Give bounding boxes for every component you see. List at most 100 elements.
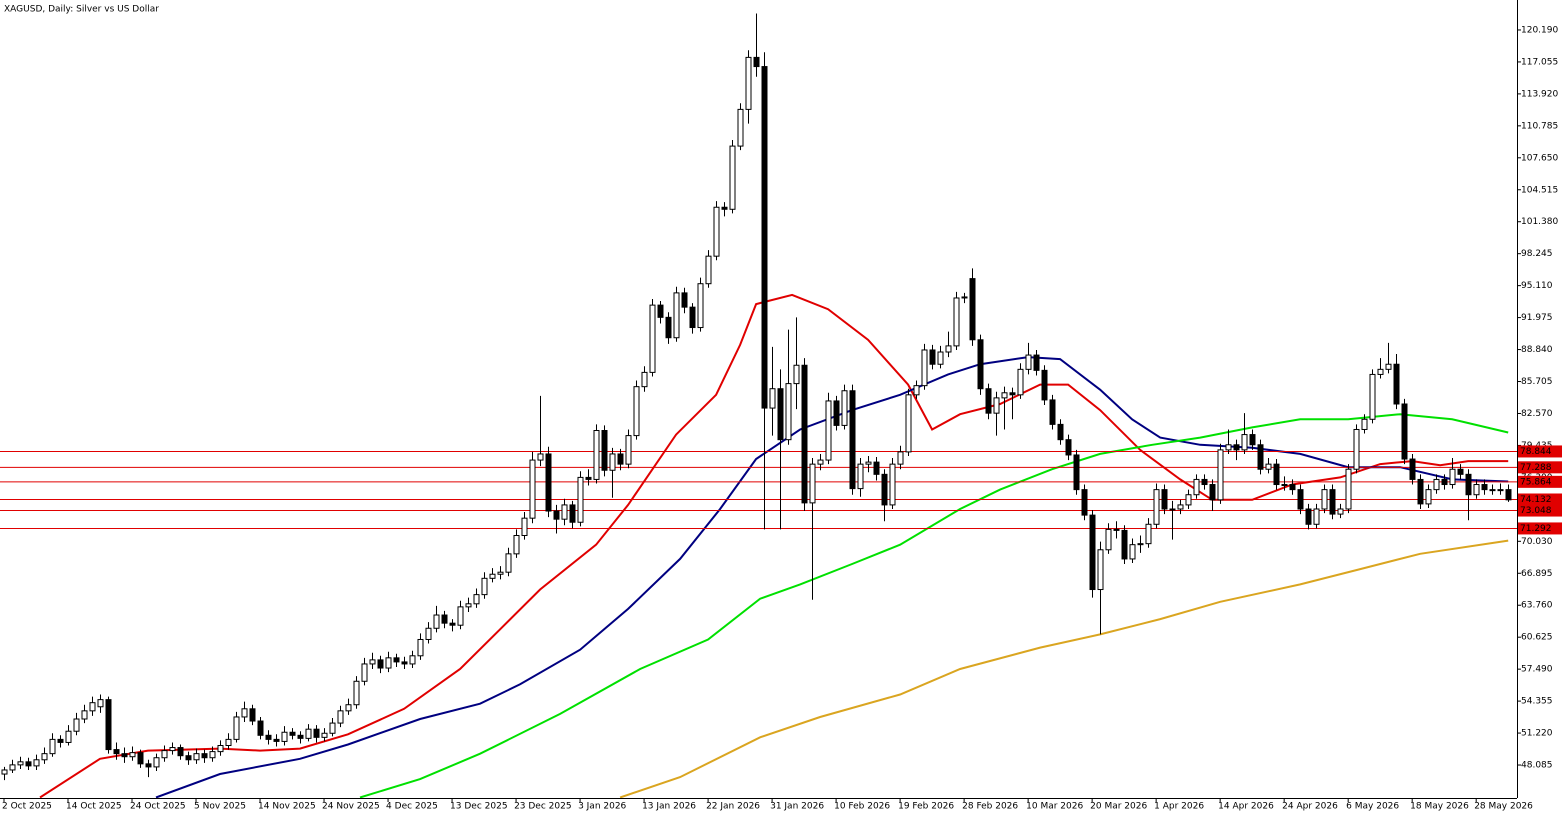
candle-body: [257, 720, 264, 736]
candle-body: [1081, 489, 1088, 516]
x-tick-label: 24 Apr 2026: [1282, 802, 1338, 812]
candle-body: [1065, 439, 1072, 456]
candle-body: [1449, 468, 1456, 486]
y-tick-label: 51.220: [1521, 729, 1553, 739]
candle-body: [1073, 454, 1080, 491]
candle-body: [273, 738, 280, 742]
candle-body: [433, 614, 440, 629]
y-tick-label: 66.895: [1521, 569, 1553, 579]
x-tick-label: 22 Jan 2026: [706, 802, 760, 812]
candle-body: [1041, 369, 1048, 401]
y-tick-label: 107.650: [1521, 153, 1558, 163]
candle-body: [1473, 484, 1480, 496]
candle-body: [745, 56, 752, 110]
candle-body: [961, 296, 968, 299]
candle-body: [305, 728, 312, 739]
x-tick-label: 14 Oct 2025: [66, 802, 122, 812]
candle-body: [1153, 489, 1160, 525]
candle-body: [361, 663, 368, 682]
candle-body: [1017, 368, 1024, 396]
moving-average-line: [155, 356, 1509, 798]
candle-body: [9, 764, 16, 771]
candle-body: [665, 316, 672, 339]
candle-body: [769, 388, 776, 409]
candle-body: [889, 463, 896, 506]
candle-body: [1265, 463, 1272, 470]
candle-body: [1177, 504, 1184, 510]
candle-body: [777, 388, 784, 441]
candle-body: [1025, 354, 1032, 370]
y-tick-label: 95.110: [1521, 281, 1553, 291]
candle-body: [697, 283, 704, 329]
candle-body: [793, 364, 800, 385]
candle-body: [945, 345, 952, 353]
y-tick-label: 91.975: [1521, 313, 1553, 323]
x-tick-label: 24 Nov 2025: [322, 802, 380, 812]
level-label: 71.292: [1520, 524, 1552, 534]
candle-body: [969, 278, 976, 341]
level-label-box: [1518, 461, 1562, 474]
candle-body: [121, 753, 128, 758]
candle-body: [417, 638, 424, 657]
candle-body: [185, 755, 192, 761]
y-tick-label: 82.570: [1521, 409, 1553, 419]
x-tick-label: 28 Feb 2026: [962, 802, 1018, 812]
y-tick-label: 88.840: [1521, 345, 1553, 355]
candle-body: [897, 451, 904, 465]
candle-body: [1249, 434, 1256, 446]
candle-body: [1329, 489, 1336, 515]
candle-body: [145, 763, 152, 768]
candle-body: [1185, 494, 1192, 506]
y-tick-label: 98.245: [1521, 249, 1553, 259]
candle-body: [953, 297, 960, 347]
candle-body: [641, 371, 648, 388]
candle-body: [265, 734, 272, 740]
candle-body: [297, 734, 304, 739]
candle-body: [817, 459, 824, 465]
candle-body: [1161, 489, 1168, 510]
candle-body: [1225, 444, 1232, 451]
candle-body: [465, 603, 472, 608]
level-label-box: [1518, 475, 1562, 488]
candle-body: [577, 476, 584, 523]
candle-body: [937, 351, 944, 365]
candle-body: [849, 390, 856, 490]
candle-body: [1209, 484, 1216, 501]
candle-body: [873, 461, 880, 475]
candle-body: [1145, 523, 1152, 545]
candle-body: [33, 759, 40, 767]
candle-body: [681, 292, 688, 308]
candle-body: [353, 680, 360, 706]
candle-body: [345, 704, 352, 712]
candle-body: [1113, 528, 1120, 531]
candle-body: [481, 577, 488, 596]
candle-body: [585, 476, 592, 480]
candle-body: [233, 716, 240, 740]
level-label-box: [1518, 504, 1562, 517]
candle-body: [1273, 463, 1280, 486]
candle-body: [985, 388, 992, 414]
y-tick-label: 120.190: [1521, 25, 1558, 35]
x-tick-label: 20 Mar 2026: [1090, 802, 1147, 812]
candle-body: [377, 659, 384, 669]
candle-body: [1369, 373, 1376, 420]
x-tick-label: 28 May 2026: [1474, 802, 1533, 812]
candle-body: [513, 535, 520, 555]
x-tick-label: 3 Jan 2026: [578, 802, 626, 812]
candle-body: [25, 761, 32, 767]
x-tick-label: 6 May 2026: [1346, 802, 1399, 812]
y-tick-label: 101.380: [1521, 217, 1558, 227]
candle-body: [1497, 489, 1504, 492]
candle-body: [1, 769, 8, 775]
candle-body: [1401, 403, 1408, 460]
candle-body: [137, 752, 144, 765]
candle-body: [49, 738, 56, 755]
candle-body: [1201, 478, 1208, 486]
y-tick-label: 117.055: [1521, 57, 1558, 67]
candle-body: [425, 627, 432, 640]
candle-body: [1129, 544, 1136, 560]
candle-body: [1465, 473, 1472, 496]
candle-body: [193, 753, 200, 761]
candle-body: [977, 339, 984, 390]
